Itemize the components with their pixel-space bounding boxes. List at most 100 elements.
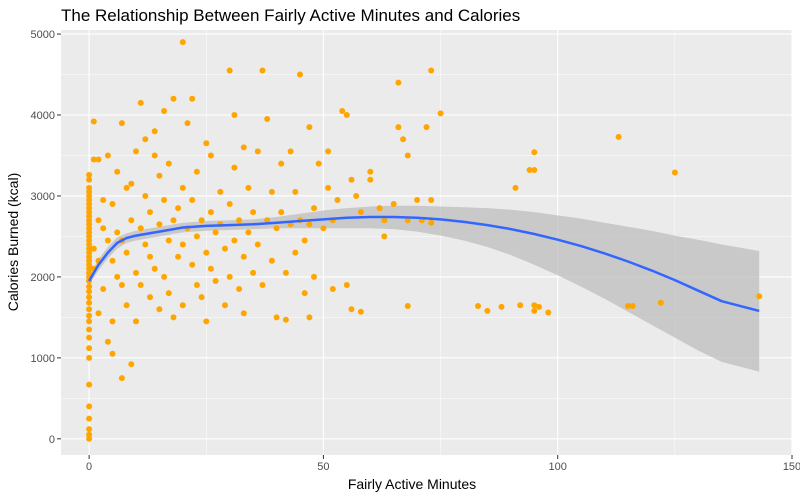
data-point — [395, 79, 402, 86]
data-point — [268, 188, 275, 195]
data-point — [484, 307, 491, 314]
y-tick-label: 0 — [49, 434, 55, 446]
data-point — [226, 67, 233, 74]
data-point — [165, 290, 172, 297]
data-point — [297, 71, 303, 78]
data-point — [133, 148, 139, 155]
data-point — [268, 257, 275, 264]
data-point — [531, 302, 538, 309]
data-point — [114, 273, 121, 280]
data-point — [292, 249, 299, 256]
data-point — [193, 168, 200, 175]
data-point — [259, 67, 266, 74]
data-point — [90, 156, 97, 163]
data-point — [531, 149, 538, 156]
data-point — [756, 293, 763, 300]
data-point — [165, 160, 172, 167]
data-point — [95, 156, 102, 163]
data-point — [95, 310, 102, 317]
data-points — [86, 39, 763, 442]
data-point — [193, 233, 200, 240]
data-point — [189, 197, 196, 203]
data-point — [278, 209, 285, 216]
x-tick-label: 150 — [783, 461, 800, 473]
data-point — [118, 375, 125, 382]
data-point — [104, 152, 111, 159]
data-point — [498, 303, 505, 310]
data-point — [193, 282, 200, 288]
data-point — [531, 307, 538, 314]
data-point — [348, 306, 355, 313]
data-point — [90, 245, 97, 252]
data-point — [357, 308, 364, 315]
data-point — [475, 303, 481, 309]
data-point — [86, 171, 93, 178]
data-point — [161, 273, 168, 280]
data-point — [86, 237, 93, 244]
data-point — [86, 229, 93, 236]
data-point — [189, 95, 196, 102]
data-point — [353, 193, 360, 199]
data-point — [306, 314, 313, 321]
data-point — [203, 318, 210, 325]
data-point — [671, 169, 678, 176]
data-point — [273, 225, 280, 232]
data-point — [170, 95, 177, 102]
data-point — [236, 286, 243, 292]
data-point — [334, 197, 341, 203]
x-tick-label: 100 — [549, 461, 567, 473]
data-point — [142, 136, 149, 143]
data-point — [245, 184, 252, 191]
data-point — [161, 108, 168, 114]
data-point — [90, 118, 97, 125]
data-point — [207, 152, 214, 159]
y-tick-label: 4000 — [31, 110, 55, 122]
data-point — [179, 39, 186, 46]
data-point — [86, 334, 93, 341]
data-point — [390, 201, 397, 207]
data-point — [325, 184, 332, 191]
data-point — [517, 302, 524, 309]
data-point — [400, 136, 407, 143]
data-point — [273, 314, 280, 321]
data-point — [151, 128, 158, 135]
data-point — [367, 168, 374, 175]
data-point — [123, 249, 130, 256]
data-point — [86, 221, 93, 228]
data-point — [231, 237, 238, 244]
data-point — [86, 283, 93, 290]
data-point — [264, 217, 271, 224]
data-point — [86, 288, 93, 295]
data-point — [325, 148, 332, 155]
data-point — [615, 133, 622, 140]
data-point — [142, 241, 149, 248]
data-point — [207, 209, 214, 216]
data-point — [118, 282, 125, 288]
chart-title: The Relationship Between Fairly Active M… — [61, 6, 520, 25]
x-axis-title: Fairly Active Minutes — [348, 476, 476, 492]
data-point — [100, 197, 107, 203]
data-point — [311, 273, 317, 280]
data-point — [222, 302, 228, 309]
data-point — [86, 381, 93, 388]
data-point — [348, 176, 355, 183]
data-point — [306, 124, 313, 131]
data-point — [250, 269, 257, 276]
data-point — [133, 269, 139, 276]
data-point — [137, 282, 144, 288]
data-point — [245, 229, 252, 236]
data-point — [437, 110, 444, 117]
x-tick-label: 50 — [317, 461, 329, 473]
data-point — [170, 314, 177, 321]
data-point — [147, 294, 153, 301]
data-point — [545, 309, 552, 316]
data-point — [86, 299, 93, 306]
data-point — [657, 299, 664, 306]
data-point — [226, 273, 233, 280]
data-point — [86, 176, 93, 183]
data-point — [381, 233, 388, 240]
data-point — [175, 253, 182, 260]
data-point — [203, 249, 210, 256]
data-point — [526, 167, 533, 173]
